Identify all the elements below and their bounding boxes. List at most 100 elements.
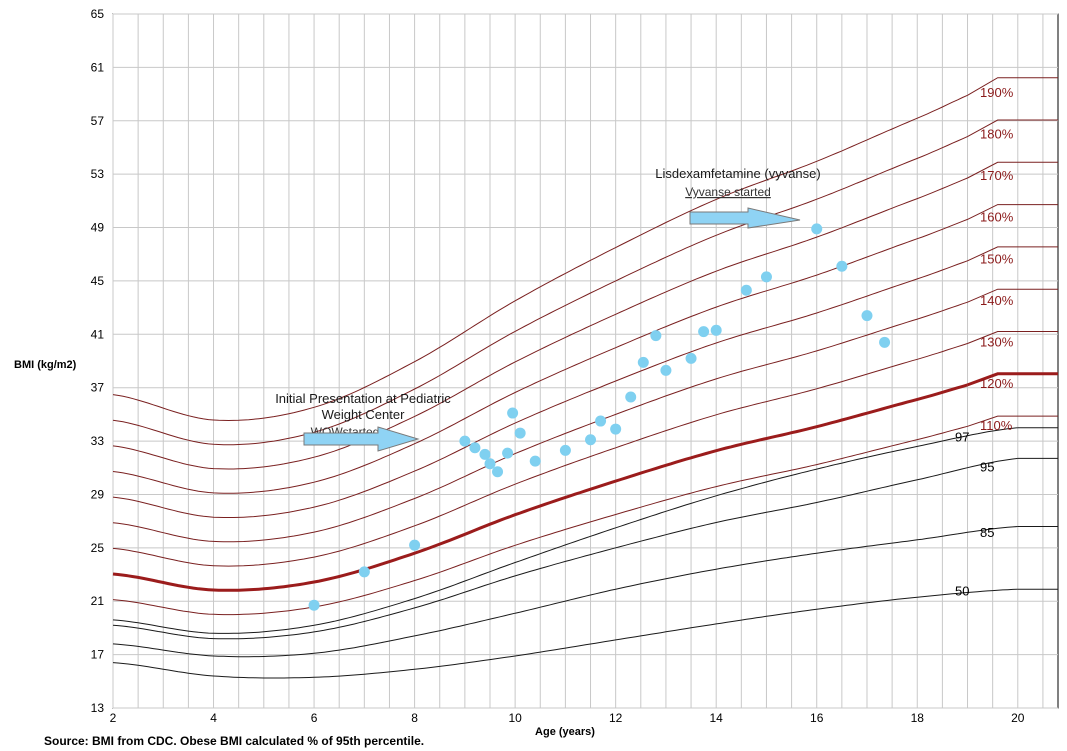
data-point xyxy=(479,448,491,460)
percentile-curve-label: 97 xyxy=(955,430,969,445)
data-point xyxy=(861,310,873,322)
annotation-initial-line2: Weight Center xyxy=(322,407,406,422)
data-point xyxy=(358,566,370,578)
percent-curve-extension xyxy=(967,161,1058,179)
data-point xyxy=(559,444,571,456)
y-tick-label: 49 xyxy=(91,221,105,235)
data-point xyxy=(514,427,526,439)
percent-curve-190 xyxy=(112,94,968,422)
arrow-icon xyxy=(689,207,801,229)
percentile-curve-label: 85 xyxy=(980,525,994,540)
x-tick-label: 6 xyxy=(311,711,318,725)
percent-curve-150 xyxy=(112,260,968,518)
y-tick-label: 37 xyxy=(91,381,105,395)
y-tick-label: 65 xyxy=(91,7,105,21)
data-point xyxy=(637,356,649,368)
data-point xyxy=(595,415,607,427)
annotation-initial-line1: Initial Presentation at Pediatric xyxy=(275,391,451,406)
data-point xyxy=(469,442,481,454)
y-tick-label: 25 xyxy=(91,541,105,555)
annotation-vyvanse-line1: Lisdexamfetamine (vyvanse) xyxy=(655,166,820,181)
x-tick-label: 18 xyxy=(911,711,925,725)
y-tick-label: 17 xyxy=(91,648,105,662)
percent-curve-180 xyxy=(112,136,968,446)
y-tick-label: 13 xyxy=(91,701,105,715)
y-tick-label: 33 xyxy=(91,434,105,448)
x-tick-label: 20 xyxy=(1011,711,1025,725)
percent-curve-160 xyxy=(112,218,968,494)
percent-curve-extension xyxy=(966,372,1058,387)
source-note: Source: BMI from CDC. Obese BMI calculat… xyxy=(44,734,424,748)
data-point xyxy=(836,260,848,272)
y-tick-label: 61 xyxy=(91,60,105,74)
y-tick-label: 53 xyxy=(91,167,105,181)
x-tick-label: 10 xyxy=(508,711,522,725)
percent-curve-170 xyxy=(112,177,968,470)
data-point xyxy=(698,326,710,338)
data-point xyxy=(710,324,722,336)
percent-curve-extension xyxy=(967,331,1058,344)
y-tick-label: 57 xyxy=(91,114,105,128)
percent-curve-extension xyxy=(967,288,1058,303)
data-point xyxy=(502,447,514,459)
data-point xyxy=(879,336,891,348)
x-axis-label: Age (years) xyxy=(535,726,595,738)
percent-curve-extension xyxy=(967,77,1058,96)
data-point xyxy=(459,435,471,447)
percent-curve-130 xyxy=(112,343,968,567)
x-tick-label: 8 xyxy=(411,711,418,725)
y-axis-label: BMI (kg/m2) xyxy=(14,359,77,371)
percent-curve-extension xyxy=(967,246,1058,262)
data-point xyxy=(760,271,772,283)
percent-curve-label: 170% xyxy=(980,168,1014,183)
percent-curve-label: 140% xyxy=(980,293,1014,308)
percentile-curve-label: 95 xyxy=(980,459,994,474)
percentile-curve-label: 50 xyxy=(955,584,969,599)
percent-curve-label: 160% xyxy=(980,210,1014,225)
annotation-initial-presentation: Initial Presentation at Pediatric Weight… xyxy=(275,391,451,452)
x-tick-labels: 2 4 6 8 10 12 14 16 18 20 xyxy=(110,711,1025,725)
percent-curve-label: 190% xyxy=(980,85,1014,100)
curves xyxy=(112,77,1058,679)
x-tick-label: 16 xyxy=(810,711,824,725)
x-tick-label: 14 xyxy=(710,711,724,725)
data-point xyxy=(585,434,597,446)
data-point xyxy=(660,364,672,376)
data-point xyxy=(685,352,697,364)
data-point xyxy=(650,330,662,342)
x-tick-label: 4 xyxy=(210,711,217,725)
data-point xyxy=(484,458,496,470)
percentile-curve-97 xyxy=(112,427,1018,634)
percent-curve-label: 150% xyxy=(980,251,1014,266)
y-tick-label: 41 xyxy=(91,327,105,341)
percent-curve-label: 120% xyxy=(980,376,1014,391)
data-points xyxy=(308,223,891,611)
percentile-curve-50 xyxy=(112,588,1018,679)
percent-curve-extension xyxy=(967,204,1058,220)
data-point xyxy=(740,284,752,296)
data-point xyxy=(529,455,541,467)
y-tick-label: 45 xyxy=(91,274,105,288)
percentile-curve-85 xyxy=(112,526,1018,658)
percent-curve-140 xyxy=(112,301,968,543)
percent-curve-120 xyxy=(112,383,968,592)
data-point xyxy=(610,423,622,435)
annotation-vyvanse-sub: Vyvanse started xyxy=(685,185,771,199)
y-tick-label: 21 xyxy=(91,594,105,608)
annotation-vyvanse: Lisdexamfetamine (vyvanse) Vyvanse start… xyxy=(655,166,821,229)
y-tick-label: 29 xyxy=(91,487,105,501)
percent-curve-label: 110% xyxy=(980,418,1013,433)
x-tick-label: 12 xyxy=(609,711,623,725)
data-point xyxy=(492,466,504,478)
percent-curve-label: 130% xyxy=(980,335,1014,350)
data-point xyxy=(625,391,637,403)
data-point xyxy=(409,539,421,551)
y-tick-labels: 13 17 21 25 29 33 37 41 45 49 53 57 61 65 xyxy=(91,7,105,715)
percent-curve-extension xyxy=(967,415,1058,427)
grid xyxy=(112,13,1058,709)
percent-curve-110 xyxy=(112,425,968,616)
percent-curve-extension xyxy=(967,119,1058,138)
curve-labels: 110% 120% 130% 140% 150% 160% 170% 180% 190% 50 85… xyxy=(955,85,1014,599)
percent-curve-label: 180% xyxy=(980,126,1014,141)
